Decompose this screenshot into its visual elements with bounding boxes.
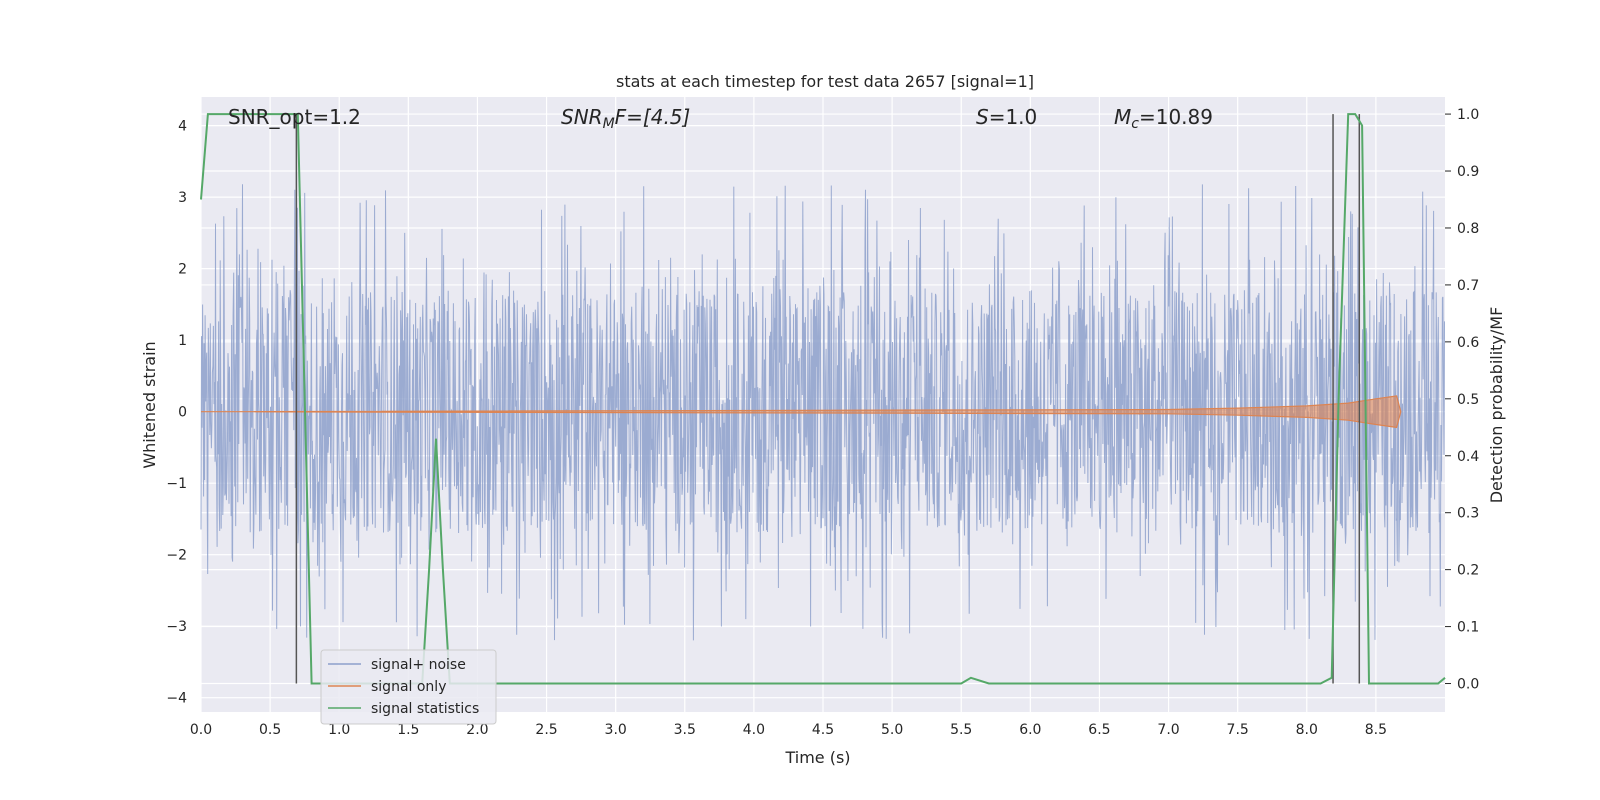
- y-axis-left: 4 3 2 1 0 −1 −2 −3 −4: [166, 119, 187, 707]
- y-right-tick-label: 0.6: [1457, 335, 1479, 351]
- annotation-snr-mf: SNRMF=[4.5]: [561, 105, 690, 132]
- x-tick-label: 2.0: [466, 722, 488, 738]
- y-axis-right-label: Detection probability/MF: [1487, 307, 1506, 504]
- x-tick-label: 1.0: [328, 722, 350, 738]
- x-axis-label: Time (s): [784, 748, 850, 767]
- y-right-tick-label: 0.7: [1457, 278, 1479, 294]
- legend-label-statistics: signal statistics: [371, 701, 479, 717]
- mc-symbol: M: [1114, 105, 1131, 129]
- x-tick-label: 6.5: [1088, 722, 1110, 738]
- s-value: =1.0: [989, 105, 1038, 129]
- y-right-tick-label: 1.0: [1457, 107, 1479, 123]
- y-right-tick-label: 0.4: [1457, 449, 1479, 465]
- mc-subscript: c: [1131, 116, 1139, 132]
- x-tick-label: 7.5: [1227, 722, 1249, 738]
- snr-mf-symbol: SNR: [561, 105, 603, 129]
- x-tick-label: 5.0: [881, 722, 903, 738]
- annotation-snr-opt: SNR_opt=1.2: [228, 105, 361, 129]
- x-tick-label: 3.5: [674, 722, 696, 738]
- y-right-tick-label: 0.5: [1457, 392, 1479, 408]
- y-right-tick-label: 0.8: [1457, 221, 1479, 237]
- y-left-tick-label: 2: [178, 262, 187, 278]
- legend-box: [320, 649, 497, 725]
- y-right-tick-label: 0.3: [1457, 506, 1479, 522]
- y-left-tick-label: −3: [166, 619, 187, 635]
- series-signal-noise: [200, 184, 1445, 641]
- legend-label-noise: signal+ noise: [371, 657, 466, 673]
- mc-value: =10.89: [1139, 105, 1213, 129]
- y-left-tick-label: −4: [166, 691, 187, 707]
- y-left-tick-label: 1: [178, 333, 187, 349]
- signal-envelope: [200, 395, 1402, 429]
- s-symbol: S: [976, 105, 989, 129]
- x-tick-label: 3.0: [605, 722, 627, 738]
- snr-mf-rest: F=[4.5]: [615, 105, 691, 129]
- annotation-s: S=1.0: [976, 105, 1037, 129]
- noise-line: [200, 184, 1445, 641]
- x-tick-label: 5.5: [950, 722, 972, 738]
- x-tick-label: 0.5: [259, 722, 281, 738]
- y-left-tick-label: 4: [178, 119, 187, 135]
- x-tick-label: 0.0: [190, 722, 212, 738]
- x-tick-label: 4.5: [812, 722, 834, 738]
- y-left-tick-label: 3: [178, 190, 187, 206]
- y-left-tick-label: −1: [166, 476, 187, 492]
- snr-mf-subscript: M: [603, 116, 615, 132]
- series-signal-statistics: [200, 113, 1446, 685]
- x-tick-label: 1.5: [397, 722, 419, 738]
- y-axis-right: 1.0 0.9 0.8 0.7 0.6 0.5 0.4 0.3 0.2 0.1 0.0: [1445, 107, 1479, 693]
- x-tick-label: 8.0: [1296, 722, 1318, 738]
- x-tick-label: 2.5: [535, 722, 557, 738]
- chart-title: stats at each timestep for test data 265…: [616, 72, 1034, 91]
- y-right-tick-label: 0.1: [1457, 620, 1479, 636]
- y-right-tick-label: 0.0: [1457, 677, 1479, 693]
- statistics-line: [200, 113, 1446, 685]
- y-left-tick-label: −2: [166, 548, 187, 564]
- x-tick-label: 6.0: [1019, 722, 1041, 738]
- x-axis: 0.0 0.5 1.0 1.5 2.0 2.5 3.0 3.5 4.0 4.5 5.0 5.5 6.0 6…: [190, 722, 1387, 738]
- x-tick-label: 7.0: [1157, 722, 1179, 738]
- y-right-tick-label: 0.2: [1457, 563, 1479, 579]
- legend-label-signal: signal only: [371, 679, 446, 695]
- legend: signal+ noise signal only signal statist…: [320, 649, 497, 725]
- x-tick-label: 4.0: [743, 722, 765, 738]
- y-axis-left-label: Whitened strain: [140, 341, 159, 468]
- series-signal-only: [200, 395, 1402, 429]
- y-left-tick-label: 0: [178, 405, 187, 421]
- x-tick-label: 8.5: [1365, 722, 1387, 738]
- y-right-tick-label: 0.9: [1457, 164, 1479, 180]
- annotation-mc: Mc=10.89: [1114, 105, 1213, 132]
